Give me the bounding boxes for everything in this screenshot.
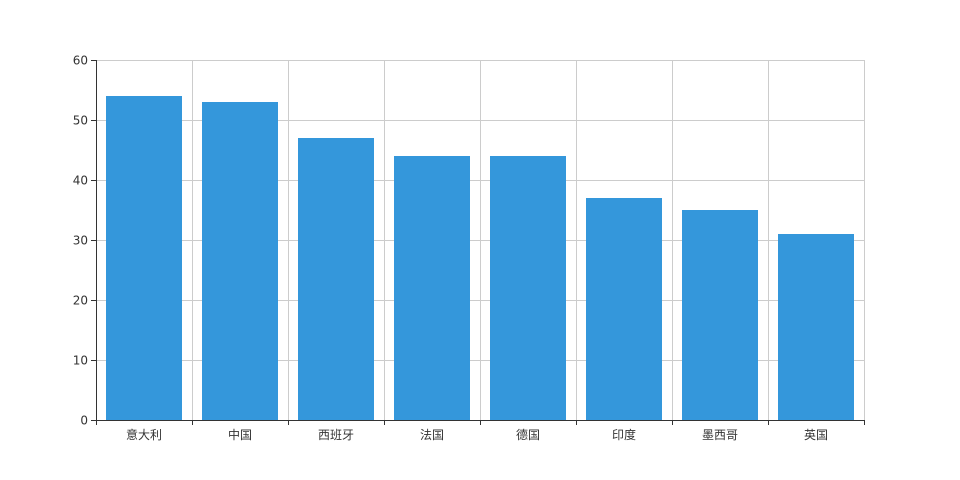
bar-3 [394,156,470,420]
bar-7 [778,234,854,420]
x-category-label: 西班牙 [318,428,354,442]
bars [106,96,854,420]
y-tick-label: 0 [80,414,88,428]
x-category-label: 印度 [612,427,636,442]
y-tick-label: 10 [73,354,88,368]
bar-1 [202,102,278,420]
x-category-label: 意大利 [126,427,162,442]
y-tick-label: 40 [73,174,88,188]
x-category-label: 中国 [228,427,252,442]
y-axis-tick-labels: 0 10 20 30 40 50 60 [73,54,88,428]
bar-2 [298,138,374,420]
y-tick-label: 60 [73,54,88,68]
x-category-label: 德国 [516,427,540,442]
x-category-label: 英国 [804,428,828,442]
y-tick-label: 30 [73,234,88,248]
bar-6 [682,210,758,420]
x-axis-category-labels: 意大利 中国 西班牙 法国 德国 印度 墨西哥 英国 [126,427,828,442]
x-category-label: 法国 [420,428,444,442]
y-tick-label: 20 [73,294,88,308]
x-category-label: 墨西哥 [702,428,738,442]
axes [91,60,865,425]
bar-4 [490,156,566,420]
bar-0 [106,96,182,420]
bar-5 [586,198,662,420]
y-tick-label: 50 [73,114,88,128]
